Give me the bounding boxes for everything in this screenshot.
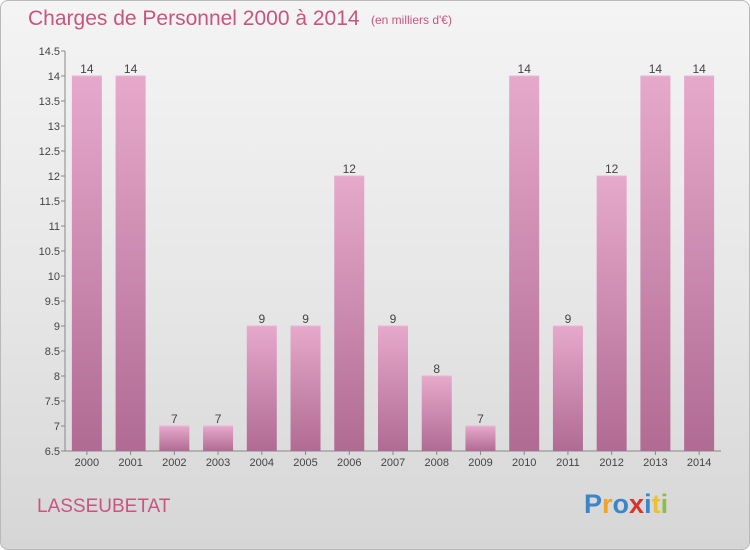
y-tick-label: 11 [49, 221, 60, 233]
x-tick-label: 2004 [250, 457, 274, 469]
logo-letter: o [612, 489, 630, 519]
data-label: 9 [565, 312, 572, 326]
x-tick-label: 2000 [75, 457, 99, 469]
data-label: 7 [477, 412, 484, 426]
data-label: 14 [124, 62, 138, 76]
bar-2012 [596, 176, 627, 451]
bar-2005 [290, 326, 321, 451]
data-label: 12 [343, 162, 357, 176]
bar-2002 [159, 426, 190, 451]
x-tick-label: 2011 [556, 457, 580, 469]
y-tick-label: 7.5 [45, 396, 60, 408]
x-tick-label: 2013 [643, 457, 667, 469]
x-tick-label: 2010 [512, 457, 536, 469]
commune-name: LASSEUBETAT [37, 496, 171, 517]
data-label: 9 [302, 312, 309, 326]
x-tick-label: 2009 [468, 457, 492, 469]
y-tick-label: 8.5 [45, 346, 60, 358]
x-tick-label: 2008 [424, 457, 448, 469]
data-label: 14 [649, 62, 663, 76]
y-tick-label: 9.5 [45, 296, 60, 308]
y-tick-label: 13.5 [39, 96, 60, 108]
x-tick-label: 2001 [118, 457, 142, 469]
y-tick-label: 12.5 [39, 146, 60, 158]
data-labels: 14 14 7 7 9 9 12 9 8 7 14 9 12 14 14 [80, 62, 706, 426]
bar-2014 [684, 76, 715, 451]
bar-2009 [465, 426, 496, 451]
bar-2008 [421, 376, 452, 451]
y-tick-label: 9 [54, 321, 60, 333]
logo-letter: x [629, 489, 645, 519]
chart-title: Charges de Personnel 2000 à 2014 [28, 7, 360, 30]
x-tick-label: 2003 [206, 457, 230, 469]
bars [71, 75, 715, 451]
x-tick-label: 2005 [293, 457, 317, 469]
bar-2000 [71, 76, 102, 451]
x-tick-label: 2012 [599, 457, 623, 469]
x-axis: 2000 2001 2002 2003 2004 2005 2006 2007 2008 2009… [65, 450, 721, 469]
logo-letter: t [651, 489, 661, 519]
y-tick-label: 7 [54, 421, 60, 433]
y-tick-label: 10.5 [39, 246, 60, 258]
data-label: 14 [692, 62, 706, 76]
bar-2007 [378, 326, 408, 451]
y-tick-label: 12 [48, 171, 60, 183]
bar-2004 [246, 326, 277, 451]
data-label: 14 [80, 62, 94, 76]
y-tick-label: 14.5 [39, 46, 60, 58]
bar-2006 [334, 176, 365, 451]
y-tick-label: 14 [48, 71, 60, 83]
data-label: 9 [258, 312, 265, 326]
data-label: 14 [518, 62, 532, 76]
bar-2010 [509, 76, 540, 451]
x-tick-label: 2002 [162, 457, 186, 469]
logo-letter: i [660, 489, 669, 519]
data-label: 9 [390, 312, 397, 326]
data-label: 7 [171, 412, 178, 426]
x-tick-label: 2014 [687, 457, 711, 469]
y-tick-label: 8 [54, 371, 60, 383]
y-tick-label: 10 [48, 271, 60, 283]
proxiti-logo: Proxiti [584, 489, 668, 520]
bar-2003 [203, 426, 234, 451]
logo-letter: P [584, 489, 603, 519]
chart-subtitle: (en milliers d'€) [371, 13, 452, 27]
y-axis: 6.5 7 7.5 8 8.5 9 9.5 10 10.5 11 11.5 12 12.5 13 13.5 1… [39, 46, 66, 458]
x-tick-label: 2006 [337, 457, 361, 469]
data-label: 12 [605, 162, 619, 176]
bar-2013 [640, 76, 671, 451]
x-tick-label: 2007 [381, 457, 405, 469]
bar-2011 [552, 326, 583, 451]
y-tick-label: 11.5 [39, 196, 60, 208]
y-tick-label: 13 [48, 121, 60, 133]
data-label: 8 [433, 362, 440, 376]
data-label: 7 [215, 412, 222, 426]
logo-letter: r [602, 489, 613, 519]
y-tick-label: 6.5 [45, 446, 60, 458]
bar-2001 [115, 76, 146, 451]
logo-letter: i [644, 489, 652, 519]
